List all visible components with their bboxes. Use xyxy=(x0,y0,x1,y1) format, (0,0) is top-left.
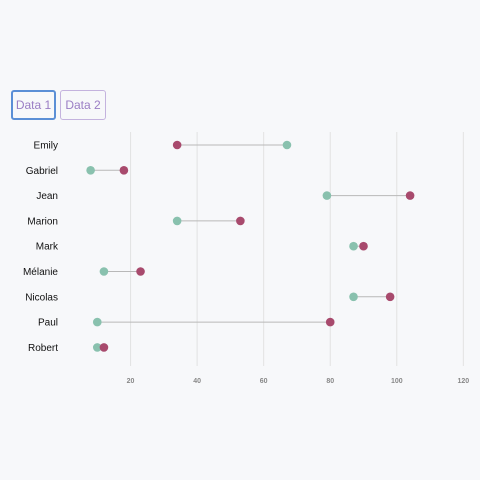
point-value-2 xyxy=(136,267,145,276)
point-value-1 xyxy=(349,293,358,302)
point-value-1 xyxy=(283,141,292,150)
category-label: Gabriel xyxy=(26,166,58,177)
x-tick-label: 60 xyxy=(260,378,268,385)
x-tick-label: 40 xyxy=(193,378,201,385)
point-value-2 xyxy=(406,191,415,200)
x-tick-label: 80 xyxy=(326,378,334,385)
point-value-2 xyxy=(173,141,182,150)
point-value-2 xyxy=(386,293,395,302)
category-label: Emily xyxy=(34,141,58,152)
category-label: Jean xyxy=(36,191,58,202)
category-label: Paul xyxy=(38,318,58,329)
point-value-1 xyxy=(173,217,182,226)
point-value-1 xyxy=(93,318,102,327)
x-tick-label: 20 xyxy=(127,378,135,385)
x-tick-label: 120 xyxy=(458,378,470,385)
category-label: Nicolas xyxy=(25,292,58,303)
point-value-2 xyxy=(236,217,245,226)
point-value-1 xyxy=(323,191,332,200)
x-tick-label: 100 xyxy=(391,378,403,385)
point-value-2 xyxy=(359,242,368,251)
category-label: Robert xyxy=(28,343,58,354)
point-value-2 xyxy=(100,343,109,352)
point-value-2 xyxy=(326,318,335,327)
point-value-1 xyxy=(100,267,109,276)
category-label: Mélanie xyxy=(23,267,58,278)
category-label: Mark xyxy=(36,242,59,253)
point-value-2 xyxy=(120,166,129,175)
point-value-1 xyxy=(349,242,358,251)
category-label: Marion xyxy=(27,216,58,227)
point-value-1 xyxy=(86,166,95,175)
